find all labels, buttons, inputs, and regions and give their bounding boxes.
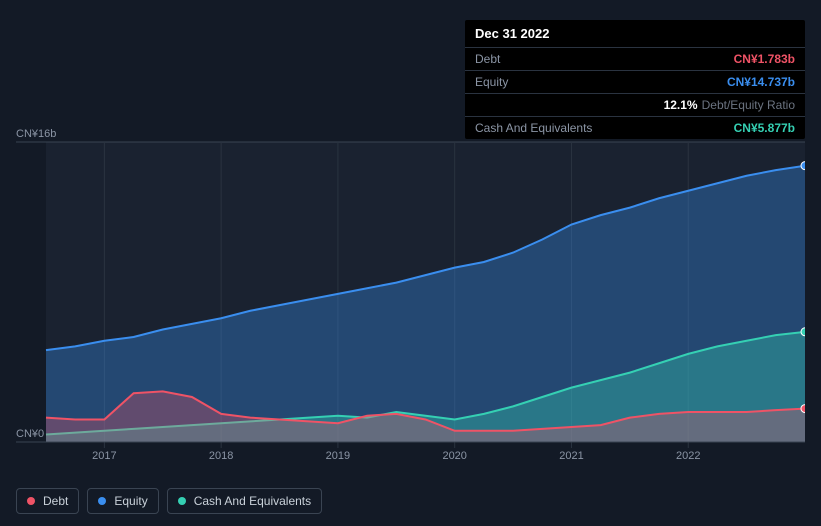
x-axis-label: 2022	[676, 450, 700, 462]
y-axis-label: CN¥0	[16, 428, 44, 440]
y-axis-label: CN¥16b	[16, 128, 56, 140]
legend-label: Equity	[114, 494, 147, 508]
legend-item-debt[interactable]: Debt	[16, 488, 79, 514]
tooltip-row-value: CN¥1.783b	[734, 52, 795, 66]
tooltip-row: EquityCN¥14.737b	[465, 70, 805, 93]
legend-dot-icon	[178, 497, 186, 505]
x-axis-label: 2021	[559, 450, 583, 462]
legend-item-cash-and-equivalents[interactable]: Cash And Equivalents	[167, 488, 322, 514]
debt-equity-chart: CN¥0 CN¥16b 2017 2018 2019 2020 2021 2022	[16, 120, 805, 480]
tooltip-row-label	[475, 98, 664, 112]
x-axis-label: 2017	[92, 450, 116, 462]
legend-item-equity[interactable]: Equity	[87, 488, 158, 514]
tooltip-row: 12.1%Debt/Equity Ratio	[465, 93, 805, 116]
tooltip-ratio: 12.1%Debt/Equity Ratio	[664, 98, 795, 112]
legend-dot-icon	[98, 497, 106, 505]
tooltip-row: DebtCN¥1.783b	[465, 47, 805, 70]
tooltip-row-value: CN¥14.737b	[727, 75, 795, 89]
x-axis-label: 2019	[326, 450, 350, 462]
chart-legend: Debt Equity Cash And Equivalents	[16, 488, 322, 514]
tooltip-row-label: Debt	[475, 52, 734, 66]
legend-label: Cash And Equivalents	[194, 494, 311, 508]
legend-label: Debt	[43, 494, 68, 508]
tooltip-row-label: Equity	[475, 75, 727, 89]
legend-dot-icon	[27, 497, 35, 505]
tooltip-date: Dec 31 2022	[465, 20, 805, 47]
x-axis-label: 2020	[442, 450, 466, 462]
x-axis-label: 2018	[209, 450, 233, 462]
